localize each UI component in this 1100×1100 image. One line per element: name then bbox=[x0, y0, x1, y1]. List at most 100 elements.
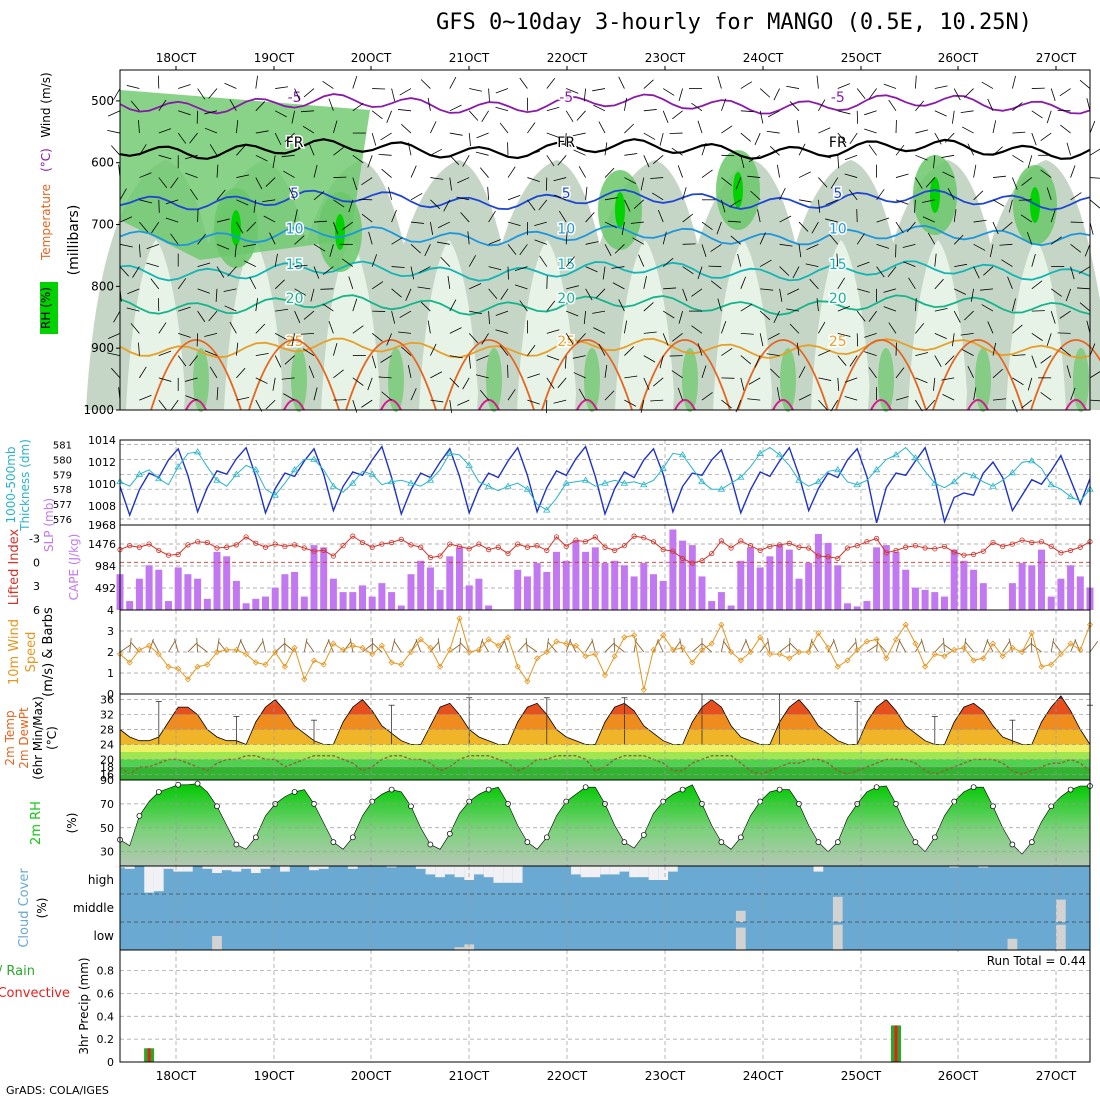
wind-barb bbox=[1031, 110, 1043, 119]
wind-barb bbox=[915, 154, 928, 161]
wind-barb bbox=[682, 288, 688, 302]
wind-speed-point bbox=[757, 634, 764, 641]
wind-barb bbox=[643, 377, 650, 390]
wind-barb bbox=[519, 77, 528, 89]
cape-bar bbox=[165, 601, 172, 610]
precip-convective-bar bbox=[894, 1025, 898, 1062]
cape-bar bbox=[514, 569, 522, 610]
wind-barb bbox=[333, 221, 339, 235]
wind-barb bbox=[294, 209, 298, 223]
x-tick-label-bottom: 20OCT bbox=[351, 1069, 392, 1083]
cloud-middle-gap bbox=[735, 910, 746, 922]
lifted-index-point bbox=[883, 550, 889, 556]
wind-speed-point bbox=[1077, 646, 1084, 653]
wind-barb bbox=[973, 387, 977, 401]
thickness-point bbox=[601, 479, 609, 486]
wind-barb bbox=[352, 154, 364, 164]
x-tick-label-bottom: 27OCT bbox=[1036, 1069, 1077, 1083]
temperature-legend-label: Temperature bbox=[39, 184, 53, 261]
wind-barb bbox=[158, 399, 168, 411]
wind-speed-point bbox=[1048, 661, 1055, 668]
wind-speed-point bbox=[650, 646, 657, 653]
thickness-point bbox=[872, 466, 881, 473]
wind-barb-10m bbox=[1050, 638, 1055, 653]
rh-dry-zone bbox=[908, 240, 968, 410]
lifted-index-point bbox=[224, 544, 230, 550]
wind-barb bbox=[895, 367, 905, 379]
cape-bar bbox=[436, 589, 444, 610]
wind-barb bbox=[255, 352, 269, 356]
lifted-index-point bbox=[709, 550, 715, 557]
wind-barb bbox=[430, 222, 434, 235]
wind-barb bbox=[663, 287, 677, 290]
y-tick-label: 700 bbox=[91, 218, 114, 232]
wind-barb bbox=[737, 253, 742, 267]
wind-barb bbox=[672, 110, 683, 120]
rh-point bbox=[485, 786, 492, 793]
thickness-point bbox=[698, 477, 706, 485]
wind-barb bbox=[915, 298, 917, 312]
wind-barb bbox=[576, 333, 586, 344]
wind-barb bbox=[740, 332, 754, 335]
wind-barb bbox=[507, 166, 516, 178]
thickness-point bbox=[853, 480, 861, 488]
wind-barb bbox=[697, 120, 703, 134]
lifted-index-point bbox=[1019, 537, 1025, 543]
wind-barb bbox=[730, 235, 742, 245]
wind-barb bbox=[519, 244, 528, 256]
wind-barb bbox=[308, 143, 315, 156]
upper-air-ylabel: (millibars) bbox=[66, 205, 82, 276]
rh-point bbox=[582, 784, 589, 791]
lifted-index-point bbox=[350, 533, 356, 539]
wind-barb bbox=[242, 243, 256, 247]
wind-barb bbox=[139, 366, 147, 379]
cloud-high-gap bbox=[609, 866, 620, 875]
wind-barb bbox=[963, 88, 974, 98]
wind-barb bbox=[275, 110, 287, 118]
cape-bar bbox=[223, 556, 231, 610]
cape-bar bbox=[931, 592, 939, 610]
lifted-index-point bbox=[301, 545, 307, 551]
wind-barb bbox=[953, 209, 957, 223]
wind-barb bbox=[514, 266, 528, 271]
wind-barb bbox=[1012, 154, 1024, 163]
cloud-high-gap bbox=[212, 866, 222, 873]
wind-barb bbox=[922, 199, 935, 203]
wind-barb-10m bbox=[174, 638, 179, 653]
wind-barb bbox=[941, 154, 955, 158]
wind-barb-10m bbox=[898, 640, 907, 653]
wind-barb bbox=[789, 323, 800, 334]
wind-barb bbox=[468, 355, 471, 369]
cape-bar bbox=[611, 560, 619, 610]
rh-lowlevel-zone bbox=[584, 348, 600, 412]
wind-barb-10m bbox=[723, 640, 732, 653]
wind-barb bbox=[527, 177, 540, 182]
wind-barb bbox=[274, 279, 285, 290]
wind-barb bbox=[488, 288, 498, 300]
cape-bar bbox=[785, 549, 793, 610]
wind-barb bbox=[806, 243, 819, 250]
rh-point bbox=[291, 789, 298, 795]
cloud-high-gap bbox=[638, 866, 649, 878]
isotherm-warm-dome bbox=[1030, 339, 1100, 411]
wind-barb bbox=[380, 355, 392, 363]
wind-barb-10m bbox=[810, 640, 819, 653]
cape-bar bbox=[679, 540, 687, 610]
wind-barb bbox=[848, 189, 858, 201]
wind-barb bbox=[779, 215, 792, 223]
wind-barb-10m bbox=[788, 637, 791, 653]
wind-barb bbox=[604, 244, 612, 256]
wind-barb-10m bbox=[866, 644, 878, 653]
wind-barb-10m bbox=[934, 642, 945, 653]
cape-bar bbox=[844, 603, 851, 610]
wind-speed-point bbox=[524, 678, 531, 685]
wind-barb bbox=[449, 355, 463, 359]
temp2m-ylabel: (°C) bbox=[45, 726, 59, 750]
wind-barb bbox=[333, 369, 344, 379]
wind-barb bbox=[158, 128, 172, 134]
cape-bar bbox=[776, 545, 784, 610]
slp-tick-label: 1012 bbox=[88, 456, 116, 469]
wind-barb-10m bbox=[526, 644, 538, 653]
wind-speed-point bbox=[902, 621, 909, 628]
